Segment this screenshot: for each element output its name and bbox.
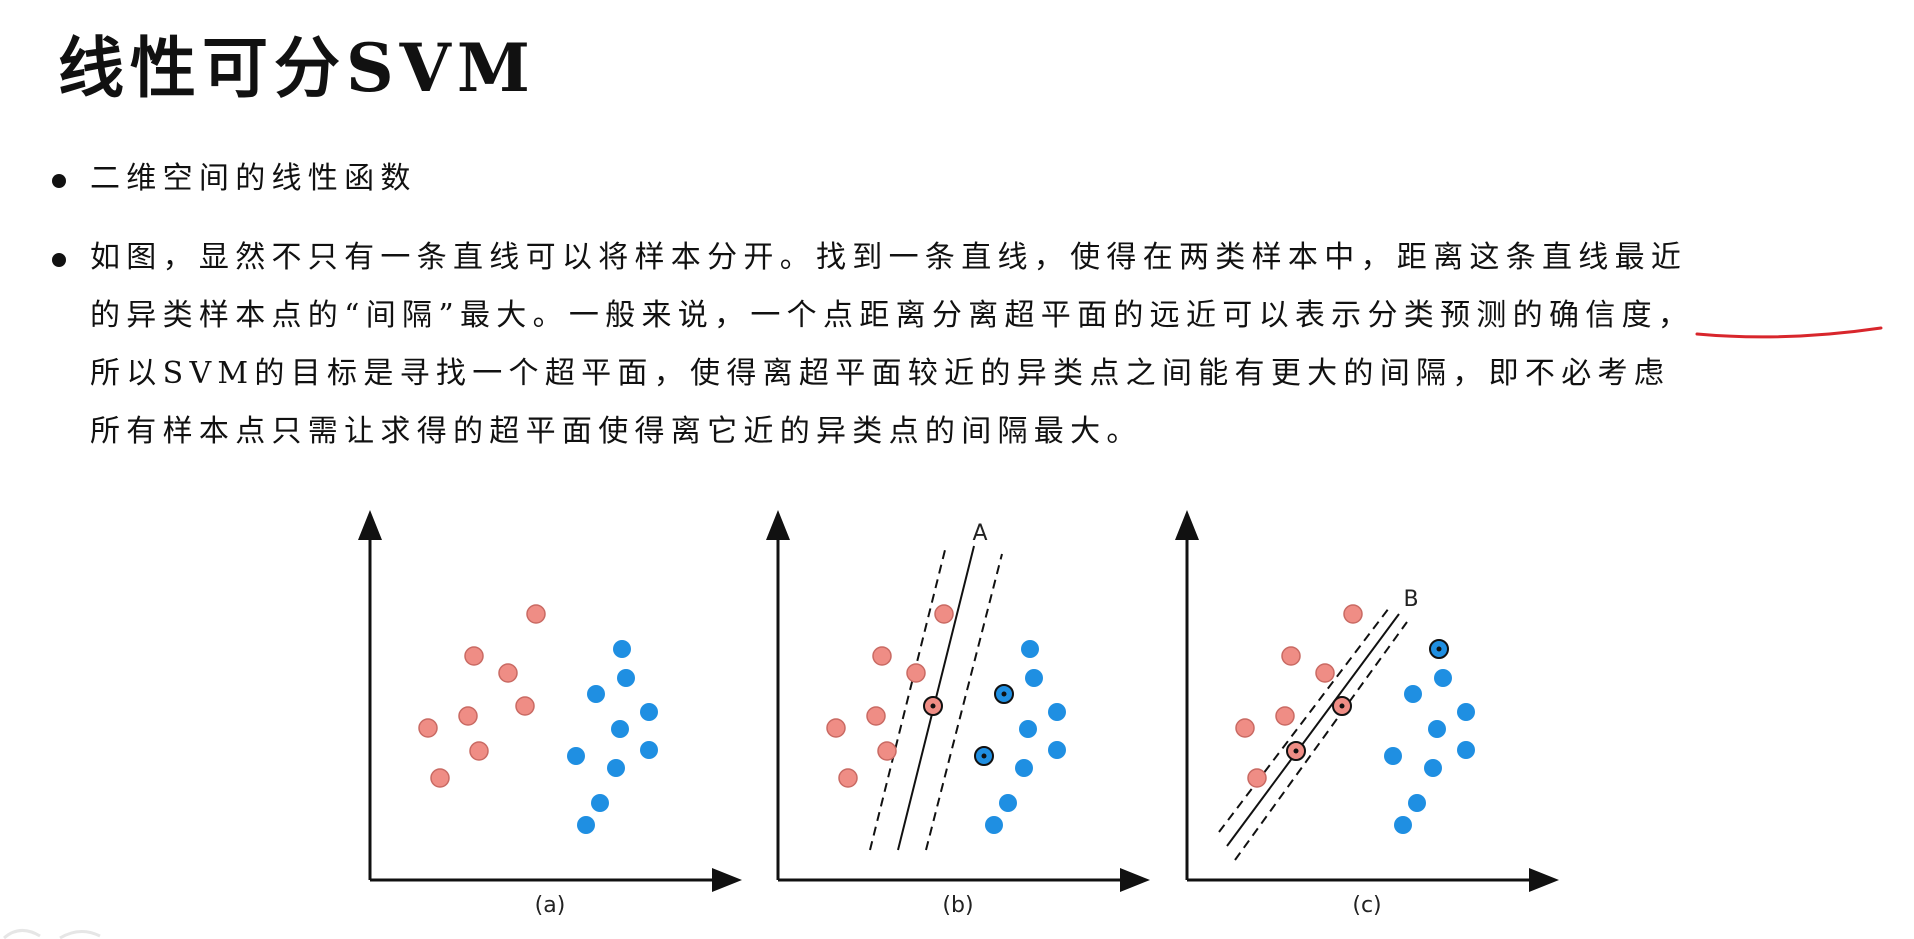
figure-caption: (a) (535, 893, 566, 918)
line-label: A (972, 521, 987, 546)
red-points (1235, 604, 1363, 788)
margin-line-upper (1218, 607, 1390, 833)
figure-b: A (b) (766, 510, 1150, 918)
bullet-text: 如图，显然不只有一条直线可以将样本分开。找到一条直线，使得在两类样本中，距离这条… (90, 229, 1694, 461)
margin-line-right (925, 553, 1003, 851)
figure-a: (a) (358, 510, 742, 918)
bullet-dot (52, 174, 66, 188)
bullet-line: 二维空间的线性函数 (90, 161, 417, 196)
figure-c: B (c) (1175, 510, 1559, 918)
blue-points (974, 640, 1066, 834)
page-title: 线性可分SVM (58, 29, 536, 107)
margin-line-lower (1234, 621, 1408, 861)
figure-caption: (c) (1352, 893, 1381, 918)
blue-points (1384, 639, 1475, 834)
blue-points (567, 640, 658, 834)
margin-line-left (869, 545, 947, 851)
line-label: B (1403, 587, 1418, 612)
bullet-dot (52, 253, 66, 267)
red-points (418, 604, 546, 788)
red-points (826, 604, 954, 788)
bullet-line: 的异类样本点的“间隔”最大。一般来说，一个点距离分离超平面的远近可以表示分类预测… (90, 298, 1695, 333)
figure-caption: (b) (942, 893, 973, 918)
bullet-line: 如图，显然不只有一条直线可以将样本分开。找到一条直线，使得在两类样本中，距离这条… (90, 240, 1688, 275)
red-underline-annotation (1695, 326, 1883, 339)
faint-corner-artifact (3, 929, 101, 939)
bullet-line: 所有样本点只需让求得的超平面使得离它近的异类点的间隔最大。 (90, 414, 1143, 449)
separating-line-b (1226, 613, 1400, 847)
bullet-line: 所以SVM的目标是寻找一个超平面，使得离超平面较近的异类点之间能有更大的间隔，即… (90, 356, 1671, 391)
bullet-text: 二维空间的线性函数 (90, 150, 417, 208)
